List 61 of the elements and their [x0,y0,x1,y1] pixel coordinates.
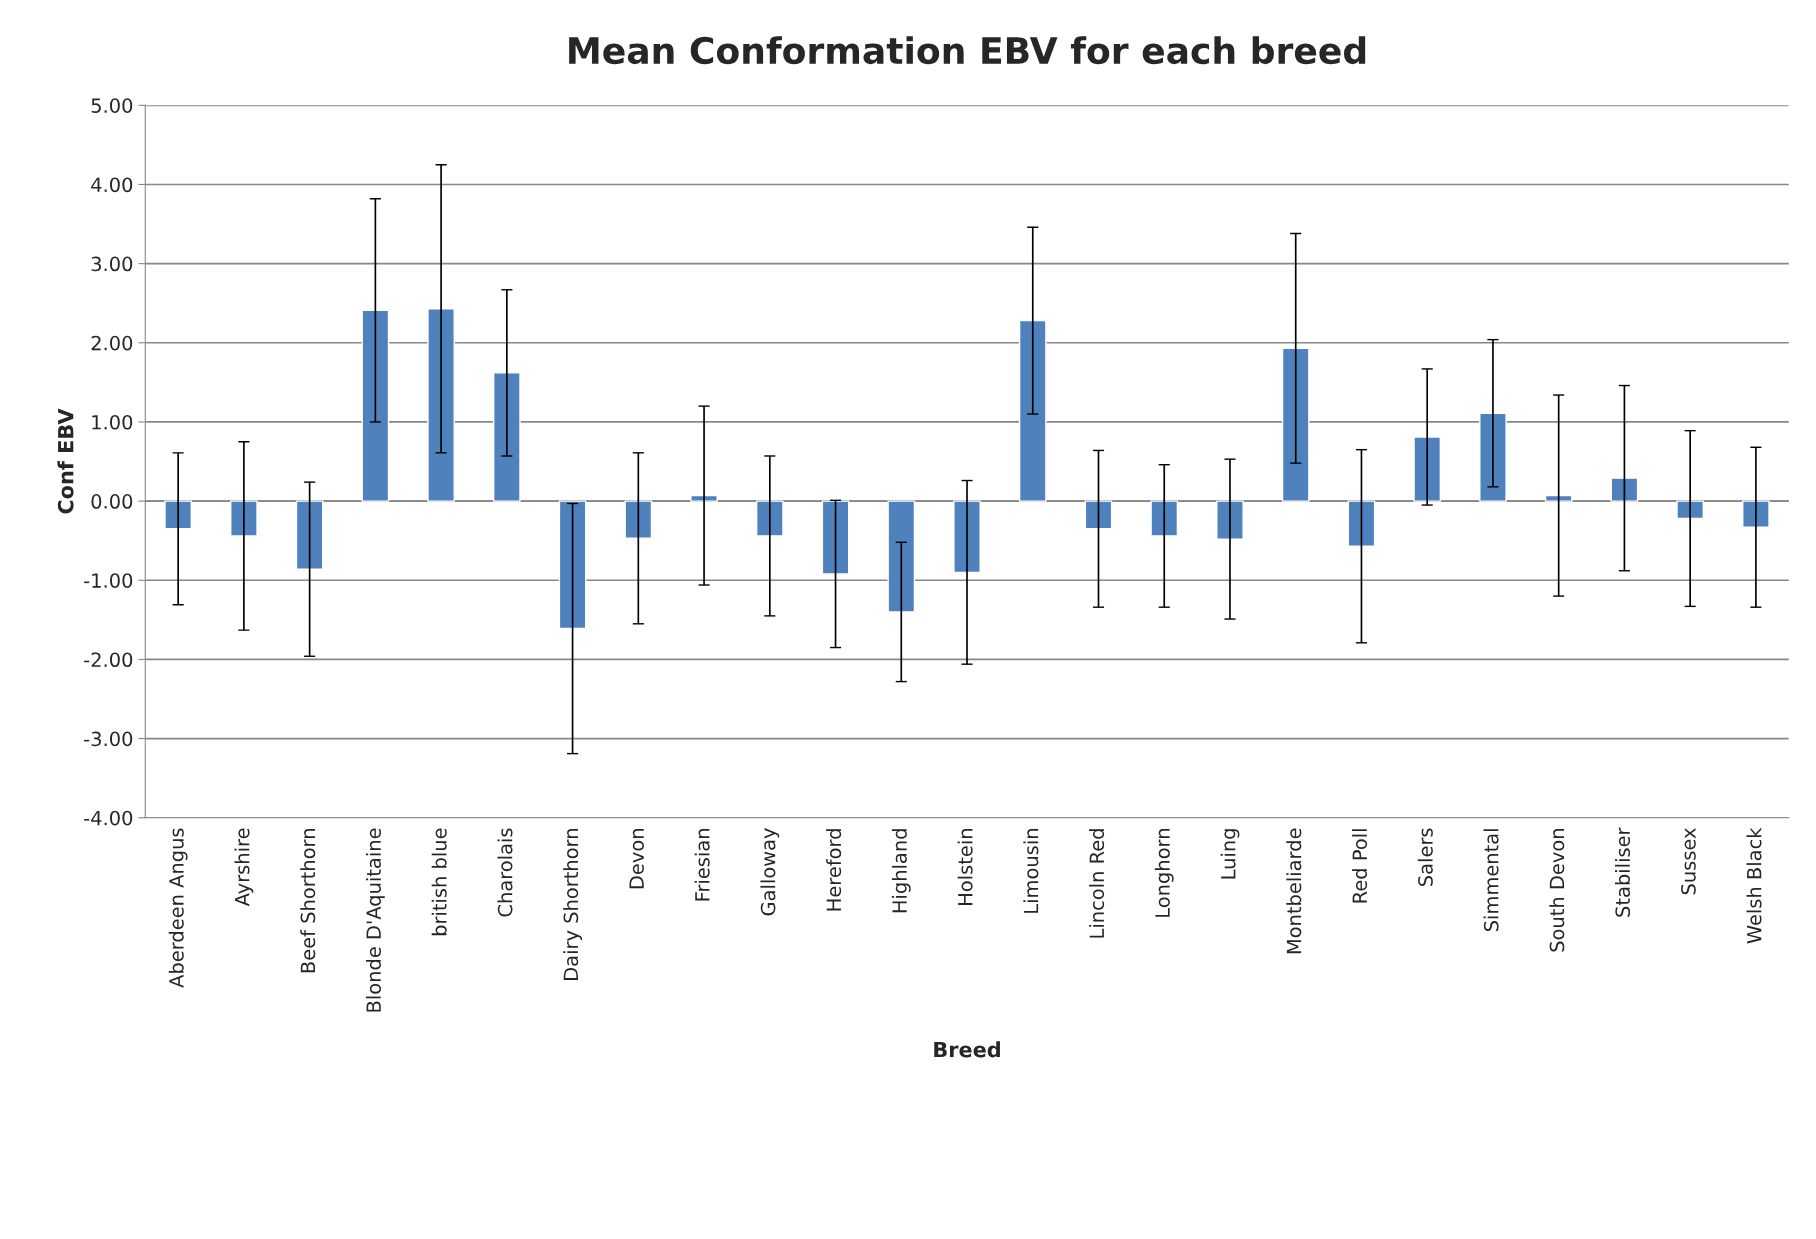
x-tick-label: Galloway [760,828,780,916]
bar [1413,436,1442,502]
bar [295,500,324,570]
y-tick-label: 1.00 [92,414,133,430]
y-tick-label: 0.00 [91,494,133,509]
x-tick-label: Aberdeen Angus [168,828,188,988]
x-tick-label: Charolais [497,828,513,917]
bar [558,500,587,630]
bar [493,372,521,502]
bar [821,500,850,575]
x-tick-label: Lincoln Red [1089,829,1105,938]
y-tick-label: -3.00 [84,731,133,747]
bar [1018,319,1047,502]
y-tick-label: 2.00 [91,335,133,351]
x-tick-label: Salers [1417,828,1433,886]
x-tick-label: Simmental [1483,829,1499,932]
x-tick-label: Friesian [694,829,710,901]
y-tick-label: -2.00 [84,652,133,668]
x-tick-label: Luing [1220,829,1240,879]
bar [887,500,916,613]
bar [164,500,192,530]
x-tick-label: Montbeliarde [1286,828,1302,954]
bar [1084,500,1113,530]
bar [755,500,784,537]
bar [1544,494,1573,502]
y-tick-label: -1.00 [84,573,133,588]
bar [427,308,455,502]
bar [690,494,718,502]
x-tick-label: Highland [891,829,911,913]
x-tick-label: Stabiliser [1615,827,1631,917]
bar [1281,347,1310,502]
bar [1610,477,1639,502]
x-tick-label: Devon [629,829,644,889]
x-tick-label: Ayrshire [234,828,254,907]
bar [361,309,390,502]
y-axis-title: Conf EBV [57,408,74,514]
bar [1479,412,1507,502]
bar [1742,500,1770,528]
y-tick-label: -4.00 [84,810,133,826]
y-tick-label: 4.00 [91,177,133,193]
x-axis-title: Breed [934,1041,1000,1058]
bar [1150,500,1179,537]
x-tick-label: Hereford [826,829,842,911]
bar [1347,500,1376,547]
x-tick-label: Dairy Shorthorn [563,829,582,980]
bar [1676,500,1704,520]
x-tick-label: british blue [431,828,447,936]
x-tick-label: Holstein [957,829,973,905]
chart-title: Mean Conformation EBV for each breed [569,36,1366,65]
x-tick-label: Sussex [1681,828,1696,895]
x-tick-label: Limousin [1023,829,1039,913]
bar [230,500,258,537]
x-tick-label: Blonde D'Aquitaine [365,828,385,1012]
bar [624,500,653,540]
x-tick-label: Longhorn [1154,829,1174,917]
x-tick-label: Beef Shorthorn [300,829,316,973]
x-tick-label: Red Poll [1352,829,1368,903]
y-tick-label: 5.00 [91,98,133,113]
x-tick-label: Welsh Black [1746,827,1762,944]
x-tick-label: South Devon [1549,829,1565,952]
y-tick-label: 3.00 [91,256,133,272]
